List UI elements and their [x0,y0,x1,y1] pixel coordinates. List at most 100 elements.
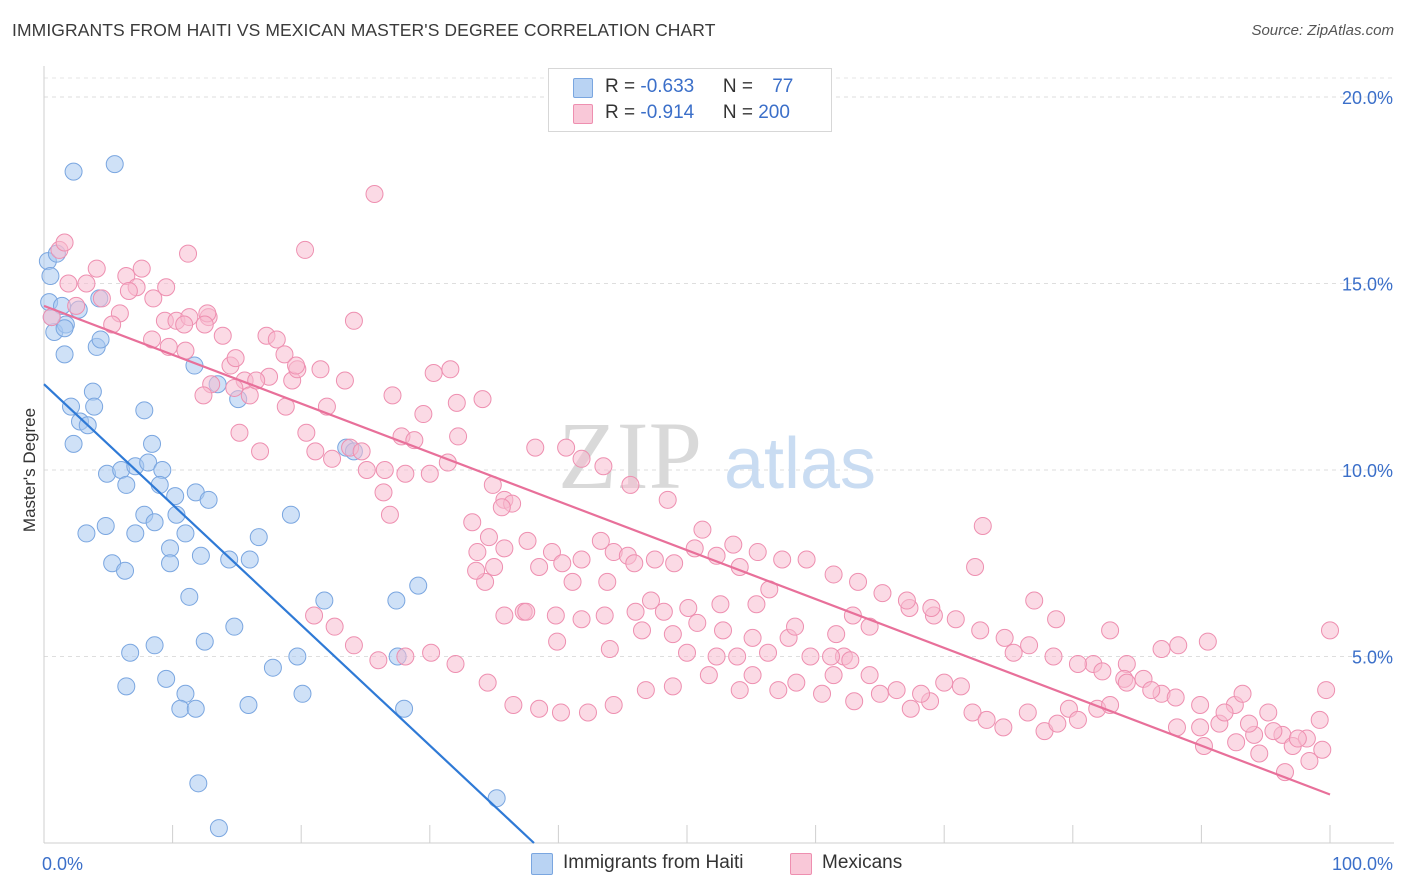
mexicans-point [357,461,376,479]
y-tick-label: 10.0% [1342,461,1393,481]
haiti-point [487,789,506,808]
mexicans-point [699,666,718,685]
y-tick-label: 20.0% [1342,88,1393,108]
mexicans-point [595,606,614,625]
haiti-point [64,162,83,181]
mexicans-point [679,599,698,618]
mexicans-point [641,591,660,610]
mexicans-point [663,625,682,644]
mexicans-point [530,557,549,576]
legend-r-value: -0.914 [640,102,695,123]
mexicans-point [730,681,749,700]
mexicans-point [665,554,684,573]
mexicans-point [526,438,545,457]
mexicans-point [963,703,982,722]
mexicans-point [369,651,388,670]
mexicans-point [1191,718,1210,737]
haiti-point [199,490,218,509]
mexicans-point [92,289,111,308]
mexicans-point [422,643,441,662]
mexicans-point [517,602,536,621]
bottom-legend-label-mexicans: Mexicans [822,852,903,873]
mexicans-point [1300,751,1319,770]
mexicans-point [1317,681,1336,700]
chart-title: IMMIGRANTS FROM HAITI VS MEXICAN MASTER'… [12,20,716,40]
legend-n-value: 200 [758,102,790,123]
mexicans-point [801,647,820,666]
mexicans-point [578,703,597,722]
haiti-point [409,576,428,595]
mexicans-point [1288,729,1307,748]
haiti-point [189,774,208,793]
mexicans-point [645,550,664,569]
mexicans-point [994,718,1013,737]
mexicans-point [194,386,213,405]
haiti-point [41,267,60,286]
mexicans-point [446,654,465,673]
mexicans-point [621,475,640,494]
mexicans-point [226,349,245,368]
data-points [38,155,1339,838]
mexicans-point [786,617,805,636]
mexicans-point [563,572,582,591]
mexicans-point [132,259,151,278]
mexicans-point [572,550,591,569]
mexicans-point [678,643,696,662]
haiti-point [121,643,140,662]
mexicans-point [759,643,778,662]
legend-swatch-mexicans [573,104,593,124]
mexicans-point [897,591,916,610]
haiti-point [171,699,190,718]
legend-r-label: R = [605,102,641,123]
mexicans-point [1169,636,1188,655]
haiti-point [145,636,164,655]
haiti-point [186,699,205,718]
mexicans-point [743,628,762,647]
mexicans-point [1191,695,1210,714]
mexicans-point [860,666,879,685]
mexicans-point [658,490,677,509]
mexicans-point [325,617,344,636]
mexicans-point [728,647,747,666]
x-tick-label: 100.0% [1332,854,1393,874]
mexicans-point [1142,681,1161,700]
mexicans-point [693,520,712,539]
haiti-point [55,345,74,364]
haiti-point [249,528,268,547]
mexicans-point [449,427,468,446]
mexicans-point [87,259,106,278]
mexicans-point [1198,632,1217,651]
mexicans-point [971,621,990,640]
mexicans-point [743,666,762,685]
mexicans-point [688,613,707,632]
mexicans-point [374,483,393,502]
mexicans-point [849,572,868,591]
haiti-point [176,524,195,543]
haiti-point [139,453,158,472]
haiti-point [64,434,83,453]
mexicans-point [67,296,86,315]
mexicans-point [600,640,619,659]
mexicans-point [822,647,841,666]
mexicans-point [424,364,443,383]
mexicans-point [1227,733,1246,752]
mexicans-point [966,557,985,576]
mexicans-point [1093,662,1112,681]
trend-lines [43,304,1331,844]
mexicans-point [55,233,74,252]
mexicans-point [912,684,931,703]
axes [43,66,1394,844]
mexicans-point [946,610,965,629]
haiti-point [157,669,176,688]
mexicans-point [305,606,324,625]
mexicans-point [1250,744,1269,763]
mexicans-point [1233,684,1252,703]
haiti-point [91,330,110,349]
mexicans-point [625,554,644,573]
haiti-point [126,524,145,543]
mexicans-point [663,677,682,696]
legend-n-label: N = [722,76,759,97]
mexicans-point [598,572,617,591]
mexicans-point [213,326,232,345]
mexicans-point [335,371,354,390]
